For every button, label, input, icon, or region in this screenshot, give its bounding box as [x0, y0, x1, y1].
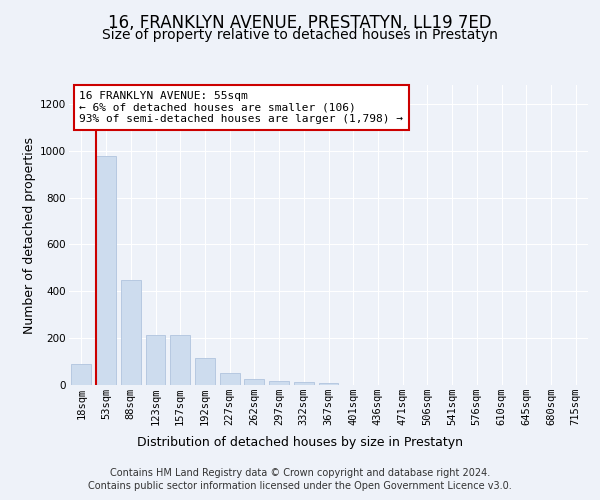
Y-axis label: Number of detached properties: Number of detached properties: [23, 136, 36, 334]
Bar: [319, 382, 338, 385]
Text: Contains HM Land Registry data © Crown copyright and database right 2024.: Contains HM Land Registry data © Crown c…: [110, 468, 490, 477]
Bar: [146, 334, 166, 385]
Bar: [121, 280, 140, 385]
Bar: [269, 381, 289, 385]
Text: Size of property relative to detached houses in Prestatyn: Size of property relative to detached ho…: [102, 28, 498, 42]
Bar: [244, 379, 264, 385]
Text: Contains public sector information licensed under the Open Government Licence v3: Contains public sector information licen…: [88, 481, 512, 491]
Bar: [294, 382, 314, 385]
Bar: [170, 334, 190, 385]
Text: Distribution of detached houses by size in Prestatyn: Distribution of detached houses by size …: [137, 436, 463, 449]
Bar: [195, 358, 215, 385]
Text: 16, FRANKLYN AVENUE, PRESTATYN, LL19 7ED: 16, FRANKLYN AVENUE, PRESTATYN, LL19 7ED: [108, 14, 492, 32]
Bar: [71, 364, 91, 385]
Text: 16 FRANKLYN AVENUE: 55sqm
← 6% of detached houses are smaller (106)
93% of semi-: 16 FRANKLYN AVENUE: 55sqm ← 6% of detach…: [79, 91, 403, 124]
Bar: [220, 373, 239, 385]
Bar: [96, 156, 116, 385]
